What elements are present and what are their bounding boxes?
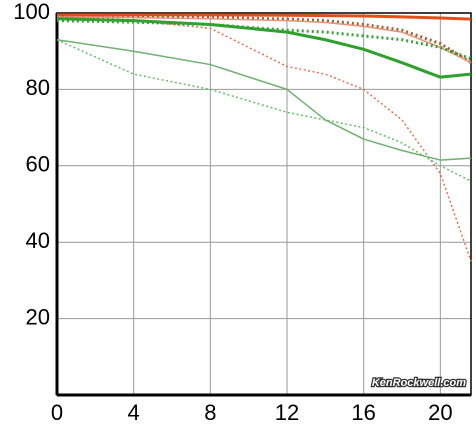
series-line — [57, 13, 472, 21]
series-line — [56, 39, 472, 182]
y-tick-label: 20 — [26, 304, 50, 329]
x-tick-label: 0 — [51, 400, 63, 425]
y-tick-label: 60 — [26, 152, 50, 177]
watermark: KenRockwell.com — [372, 377, 466, 389]
x-tick-label: 4 — [128, 400, 140, 425]
y-tick-label: 40 — [26, 228, 50, 253]
series-line — [57, 15, 472, 64]
series-line — [56, 38, 472, 161]
series-line — [56, 19, 472, 61]
x-tick-label: 16 — [351, 400, 375, 425]
x-tick-label: 12 — [275, 400, 299, 425]
plot-frame — [56, 12, 472, 396]
y-tick-label: 80 — [26, 75, 50, 100]
series-line — [56, 16, 472, 64]
x-tick-label: 8 — [204, 400, 216, 425]
series-line — [56, 16, 472, 262]
series-line — [56, 17, 472, 79]
y-tick-label: 100 — [13, 0, 50, 24]
x-tick-label: 20 — [428, 400, 452, 425]
